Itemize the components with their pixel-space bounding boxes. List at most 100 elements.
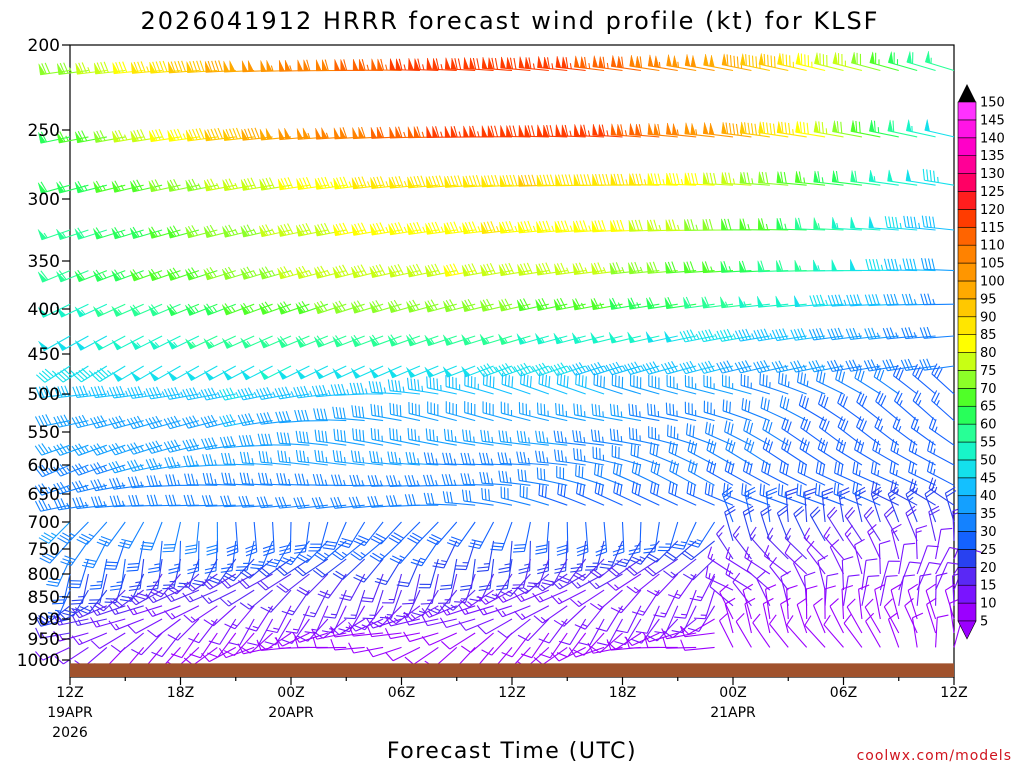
wind-barb [666, 374, 697, 395]
wind-barb [831, 259, 862, 272]
wind-barb [629, 55, 660, 72]
wind-barb [663, 618, 697, 639]
wind-barb [790, 360, 826, 373]
wind-barb [481, 57, 513, 72]
wind-barb [241, 60, 273, 73]
wind-barb [813, 217, 844, 231]
wind-barb [443, 221, 476, 235]
wind-barb [53, 481, 89, 495]
wind-barb [185, 365, 218, 381]
wind-barb [56, 303, 89, 318]
wind-barb [389, 58, 420, 72]
wind-barb [573, 220, 605, 233]
wind-barb [476, 605, 513, 616]
wind-barb [928, 505, 940, 542]
wind-barb [500, 56, 531, 72]
wind-barb [702, 261, 734, 274]
colorbar-label: 115 [980, 221, 1005, 236]
wind-barb [479, 471, 513, 486]
wind-barb [835, 368, 863, 395]
wind-barb [421, 632, 457, 646]
wind-barb [406, 221, 439, 236]
wind-barb [753, 328, 789, 342]
wind-barb [512, 521, 531, 553]
wind-barb [476, 363, 513, 378]
wind-barb [924, 51, 955, 72]
wind-barb [424, 334, 457, 347]
wind-barb [62, 589, 89, 617]
wind-barb [407, 521, 439, 544]
wind-barb [724, 597, 736, 634]
x-tick-label: 12Z [498, 685, 525, 701]
wind-barb [330, 639, 365, 651]
wind-barb [462, 221, 494, 235]
wind-barb [185, 335, 218, 350]
wind-barb [835, 438, 863, 466]
wind-barb [843, 613, 863, 648]
wind-barb [702, 172, 734, 186]
wind-barb [928, 417, 955, 446]
wind-barb [295, 430, 328, 446]
colorbar-label: 120 [980, 203, 1005, 218]
colorbar-swatch [957, 173, 977, 192]
wind-barb [445, 401, 476, 422]
wind-barb [556, 558, 587, 584]
wind-barb [920, 258, 955, 272]
wind-barb [203, 178, 236, 192]
wind-barb [426, 376, 457, 395]
wind-barb [725, 563, 752, 591]
wind-barb [605, 361, 642, 376]
wind-barb [874, 584, 886, 620]
wind-barb [776, 260, 807, 273]
wind-barb [247, 618, 274, 646]
wind-barb [370, 176, 402, 189]
colorbar-swatch [957, 280, 977, 300]
wind-barb [574, 605, 605, 630]
wind-barb [222, 266, 255, 281]
wind-barb [784, 542, 808, 575]
wind-barb [220, 589, 255, 607]
wind-barb [111, 180, 144, 193]
wind-barb [574, 55, 605, 72]
wind-barb [387, 379, 420, 395]
wind-barb [500, 573, 531, 597]
wind-barb [439, 617, 476, 629]
wind-barb [265, 540, 292, 568]
wind-barb [427, 589, 458, 614]
colorbar-label: 15 [980, 579, 997, 594]
wind-barb [887, 486, 900, 523]
wind-barb [281, 589, 310, 616]
wind-barb [330, 626, 365, 638]
wind-barb [444, 125, 476, 138]
colorbar-label: 50 [980, 453, 997, 468]
wind-barb [817, 437, 844, 466]
wind-barb [38, 335, 71, 352]
wind-barb [763, 545, 789, 575]
wind-barb [37, 181, 71, 194]
wind-barb [454, 540, 476, 571]
wind-barb [813, 259, 844, 272]
wind-barb [815, 369, 844, 395]
wind-barb [762, 437, 789, 466]
wind-barb [762, 597, 774, 634]
wind-barb [280, 540, 310, 566]
wind-barb [739, 121, 770, 138]
wind-barb [166, 335, 200, 350]
wind-barb [870, 461, 899, 486]
x-tick-label: 00Z [277, 685, 304, 701]
wind-barb [898, 542, 916, 575]
wind-barb [591, 262, 623, 275]
wind-barb [498, 430, 531, 446]
wind-barb [200, 589, 236, 605]
wind-barb [570, 589, 605, 607]
wind-barb [203, 224, 236, 238]
wind-barb [369, 334, 402, 347]
colorbar-swatch [957, 298, 977, 318]
wind-barb [556, 632, 587, 658]
wind-barb [240, 266, 273, 280]
wind-barb [771, 360, 807, 373]
wind-barb [426, 521, 458, 546]
colorbar-bottom-arrow [957, 620, 977, 640]
wind-barb [351, 222, 384, 236]
x-axis-label: Forecast Time (UTC) [387, 739, 637, 764]
